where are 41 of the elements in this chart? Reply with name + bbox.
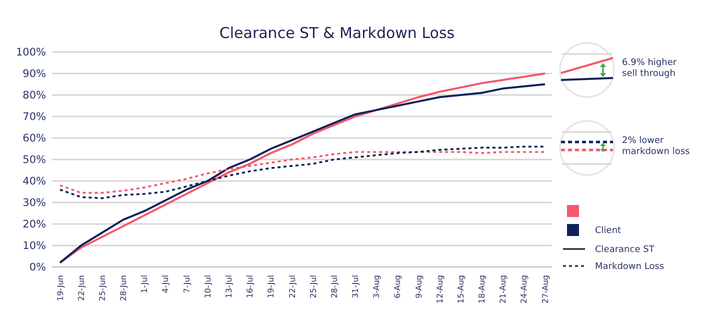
x-tick-label: 25-Jul: [308, 275, 318, 298]
chart-title: Clearance ST & Markdown Loss: [219, 24, 455, 42]
x-tick-label: 18-Aug: [478, 275, 487, 304]
y-tick-label: 20%: [22, 218, 46, 231]
text: Markdown Loss: [595, 262, 664, 272]
x-tick-label: 16-Jul: [246, 275, 255, 298]
x-tick-label: 27-Aug: [540, 275, 550, 304]
x-tick-label: 31-Jul: [351, 275, 360, 298]
x-tick-label: 22-Jun: [76, 275, 86, 302]
x-tick-label: 12-Aug: [435, 275, 444, 304]
x-tick-label: 19-Jun: [56, 275, 65, 302]
y-tick-label: 70%: [22, 111, 46, 124]
y-tick-label: 60%: [22, 132, 46, 145]
x-tick-label: 22-Jul: [288, 275, 297, 298]
y-tick-label: 0%: [29, 262, 46, 274]
y-tick-label: 80%: [22, 90, 46, 102]
x-tick-label: 9-Aug: [414, 275, 424, 298]
x-tick-label: 15-Aug: [456, 275, 466, 304]
x-tick-label: 3-Aug: [372, 275, 382, 298]
text: Clearance ST: [595, 245, 655, 256]
x-tick-label: 24-Aug: [520, 275, 529, 304]
y-tick-label: 10%: [22, 240, 46, 252]
x-tick-label: 10-Jul: [203, 275, 212, 298]
y-tick-label: 90%: [22, 68, 46, 80]
x-tick-label: 13-Jul: [224, 275, 234, 298]
y-tick-label: 50%: [22, 154, 46, 166]
x-tick-label: 7-Jul: [182, 275, 192, 294]
x-tick-label: 19-Jul: [266, 275, 276, 298]
x-tick-label: 25-Jun: [98, 275, 107, 302]
x-tick-label: 4-Jul: [161, 275, 170, 294]
y-tick-label: 40%: [22, 176, 46, 188]
y-tick-label: 100%: [16, 46, 46, 59]
x-tick-label: 28-Jul: [330, 275, 339, 298]
legend-label: Client: [595, 226, 622, 236]
x-tick-label: 28-Jun: [119, 275, 128, 302]
x-tick-label: 1-Jul: [140, 275, 150, 294]
y-tick-label: 30%: [22, 197, 46, 210]
text: 2% lower markdown loss: [622, 136, 690, 157]
x-tick-label: 6-Aug: [393, 275, 402, 298]
text: 6.9% higher sell through: [622, 58, 677, 79]
x-tick-label: 21-Aug: [498, 275, 508, 304]
